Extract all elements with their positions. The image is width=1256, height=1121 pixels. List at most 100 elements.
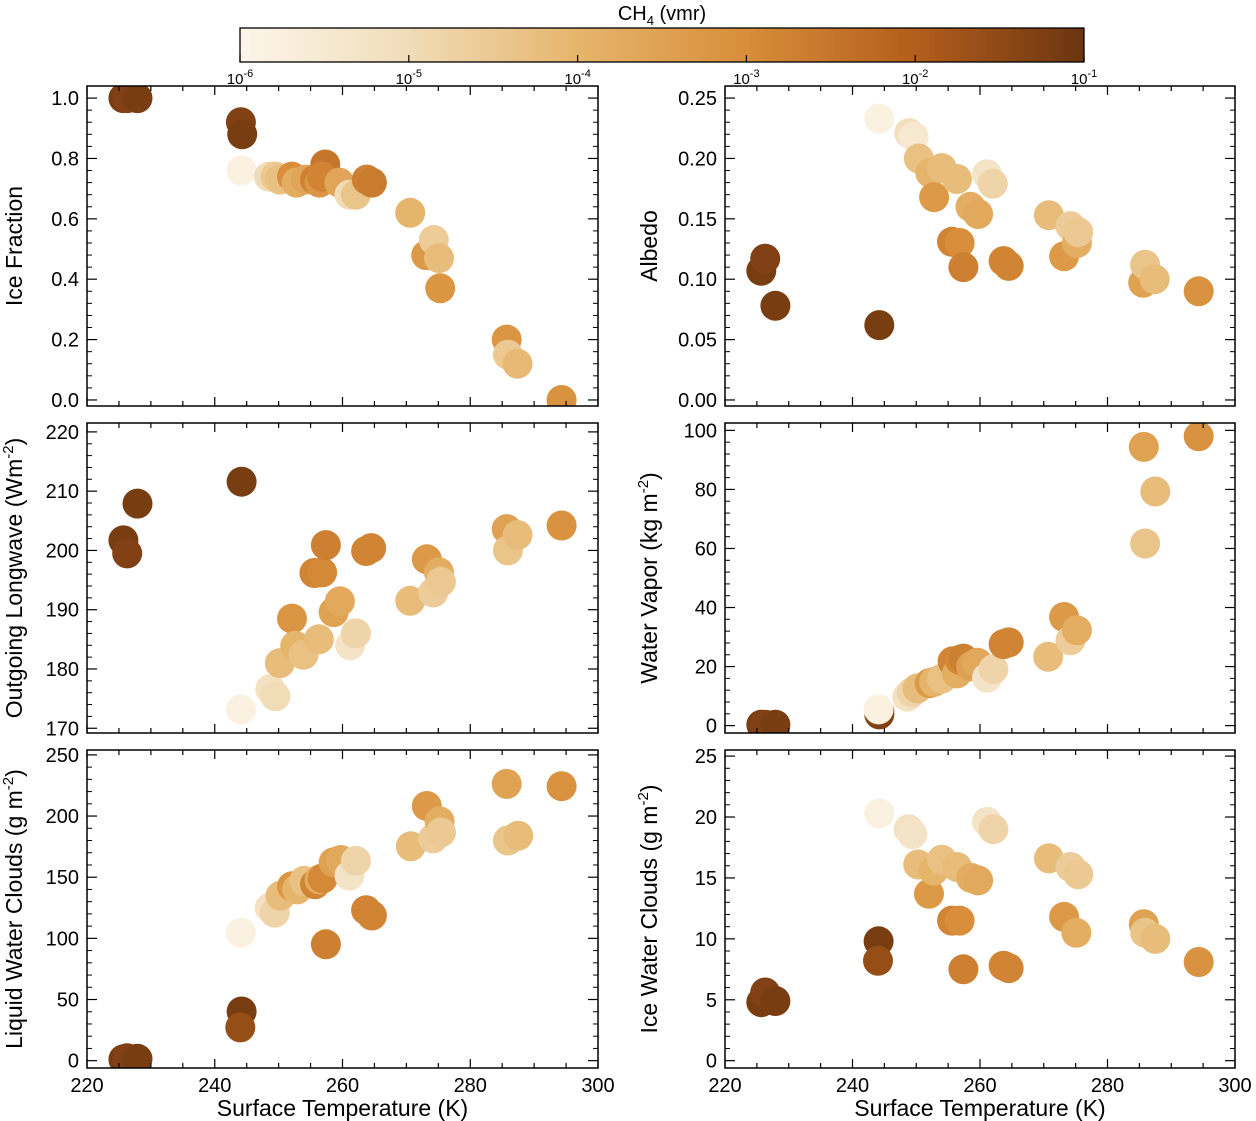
- data-points: [108, 768, 577, 1068]
- data-point: [112, 538, 143, 569]
- data-point: [863, 945, 893, 976]
- y-tick-label: 60: [695, 538, 717, 560]
- y-tick-label: 0.6: [51, 209, 79, 231]
- y-tick-label: 180: [46, 659, 79, 681]
- data-point: [226, 155, 257, 186]
- data-point: [993, 953, 1024, 984]
- chart-panel-3: 170 180 190 200 210 220 Outgoing Longwave (Wm-…: [0, 422, 599, 740]
- data-point: [1183, 276, 1214, 307]
- data-point: [750, 243, 781, 274]
- y-axis-label: Ice Water Clouds (g m-2): [635, 785, 662, 1034]
- y-axis-label: Water Vapor (kg m-2): [635, 472, 662, 683]
- y-tick-label: 15: [695, 868, 717, 890]
- data-point: [122, 488, 153, 519]
- data-points: [746, 103, 1214, 341]
- y-axis-label: Albedo: [636, 210, 662, 282]
- colorbar-tick-label: 10-6: [227, 68, 253, 88]
- colorbar-label: CH4 (vmr): [618, 3, 706, 28]
- plot-frame: [724, 749, 1236, 1069]
- y-tick-label: 200: [46, 806, 79, 828]
- data-point: [225, 694, 256, 725]
- y-tick-label: 100: [46, 928, 79, 950]
- y-tick-label: 0.8: [51, 148, 79, 170]
- data-point: [1061, 917, 1092, 948]
- data-point: [897, 819, 928, 850]
- x-tick-label: 240: [198, 1075, 231, 1097]
- y-tick-label: 100: [684, 420, 717, 442]
- data-point: [864, 798, 895, 829]
- data-point: [503, 820, 534, 851]
- chart-panel-5: 220 240 260 280 300 0 50 100 150 200 250 Liquid Wat…: [0, 745, 615, 1121]
- data-point: [1183, 423, 1214, 452]
- data-point: [919, 182, 950, 213]
- y-tick-label: 220: [46, 422, 79, 444]
- data-point: [425, 817, 456, 848]
- data-point: [944, 905, 975, 936]
- data-point: [324, 586, 355, 617]
- data-point: [948, 252, 979, 283]
- y-tick-label: 0.25: [678, 88, 717, 110]
- y-tick-label: 0: [706, 716, 717, 738]
- data-point: [356, 900, 387, 931]
- y-tick-label: 0.20: [678, 148, 717, 170]
- chart-panel-2: 0.00 0.05 0.10 0.15 0.20 0.25 Albedo: [636, 85, 1236, 412]
- data-point: [1130, 528, 1161, 559]
- y-tick-label: 0.15: [678, 209, 717, 231]
- x-tick-label: 300: [581, 1075, 614, 1097]
- x-tick-label: 280: [454, 1075, 487, 1097]
- y-tick-label: 210: [46, 481, 79, 503]
- y-axis-label: Outgoing Longwave (Wm-2): [0, 438, 27, 719]
- colorbar-tick-label: 10-4: [564, 68, 590, 88]
- data-point: [310, 929, 341, 960]
- data-point: [1140, 476, 1171, 507]
- colorbar-gradient: [239, 27, 1085, 63]
- data-points: [108, 466, 577, 725]
- data-point: [978, 654, 1009, 685]
- y-tick-label: 25: [695, 746, 717, 768]
- y-tick-label: 0.0: [51, 390, 79, 412]
- data-point: [1128, 431, 1159, 462]
- y-tick-label: 0.00: [678, 390, 717, 412]
- data-point: [225, 1012, 256, 1043]
- y-tick-label: 200: [46, 540, 79, 562]
- y-tick-label: 40: [695, 598, 717, 620]
- data-point: [546, 385, 577, 406]
- y-tick-label: 0.2: [51, 330, 79, 352]
- data-point: [993, 627, 1024, 658]
- y-tick-label: 20: [695, 657, 717, 679]
- x-tick-label: 280: [1091, 1075, 1124, 1097]
- data-point: [227, 119, 258, 150]
- plot-frame: [724, 85, 1236, 407]
- data-point: [760, 290, 791, 321]
- chart-panel-6: 220 240 260 280 300 0 5 10 15 20 25 Ice Water Cloud…: [635, 746, 1252, 1121]
- data-point: [1063, 217, 1094, 248]
- x-tick-label: 260: [326, 1075, 359, 1097]
- x-tick-label: 260: [963, 1075, 996, 1097]
- data-points: [746, 798, 1214, 1018]
- x-tick-label: 220: [70, 1075, 103, 1097]
- data-point: [356, 533, 387, 564]
- data-point: [425, 566, 456, 597]
- data-point: [425, 273, 456, 304]
- data-point: [1061, 615, 1092, 646]
- data-point: [1033, 641, 1064, 672]
- y-tick-label: 5: [706, 990, 717, 1012]
- data-point: [502, 520, 533, 550]
- data-point: [546, 771, 577, 802]
- data-point: [948, 954, 979, 985]
- data-point: [307, 557, 338, 588]
- data-point: [978, 814, 1009, 845]
- x-tick-label: 240: [836, 1075, 869, 1097]
- data-point: [310, 530, 341, 561]
- colorbar: CH4 (vmr) 10-6 10-5 10-4 10-3 10-2 10-1: [227, 3, 1097, 88]
- chart-panel-4: 0 20 40 60 80 100 Water Vapor (kg m-2): [635, 420, 1236, 738]
- data-point: [993, 250, 1024, 281]
- x-tick-label: 220: [708, 1075, 741, 1097]
- y-tick-label: 10: [695, 929, 717, 951]
- y-tick-label: 0.10: [678, 269, 717, 291]
- y-axis-label: Ice Fraction: [1, 186, 27, 306]
- y-tick-label: 50: [57, 990, 79, 1012]
- x-axis-label: Surface Temperature (K): [854, 1095, 1105, 1121]
- colorbar-tick-label: 10-5: [396, 68, 422, 88]
- data-point: [260, 681, 291, 712]
